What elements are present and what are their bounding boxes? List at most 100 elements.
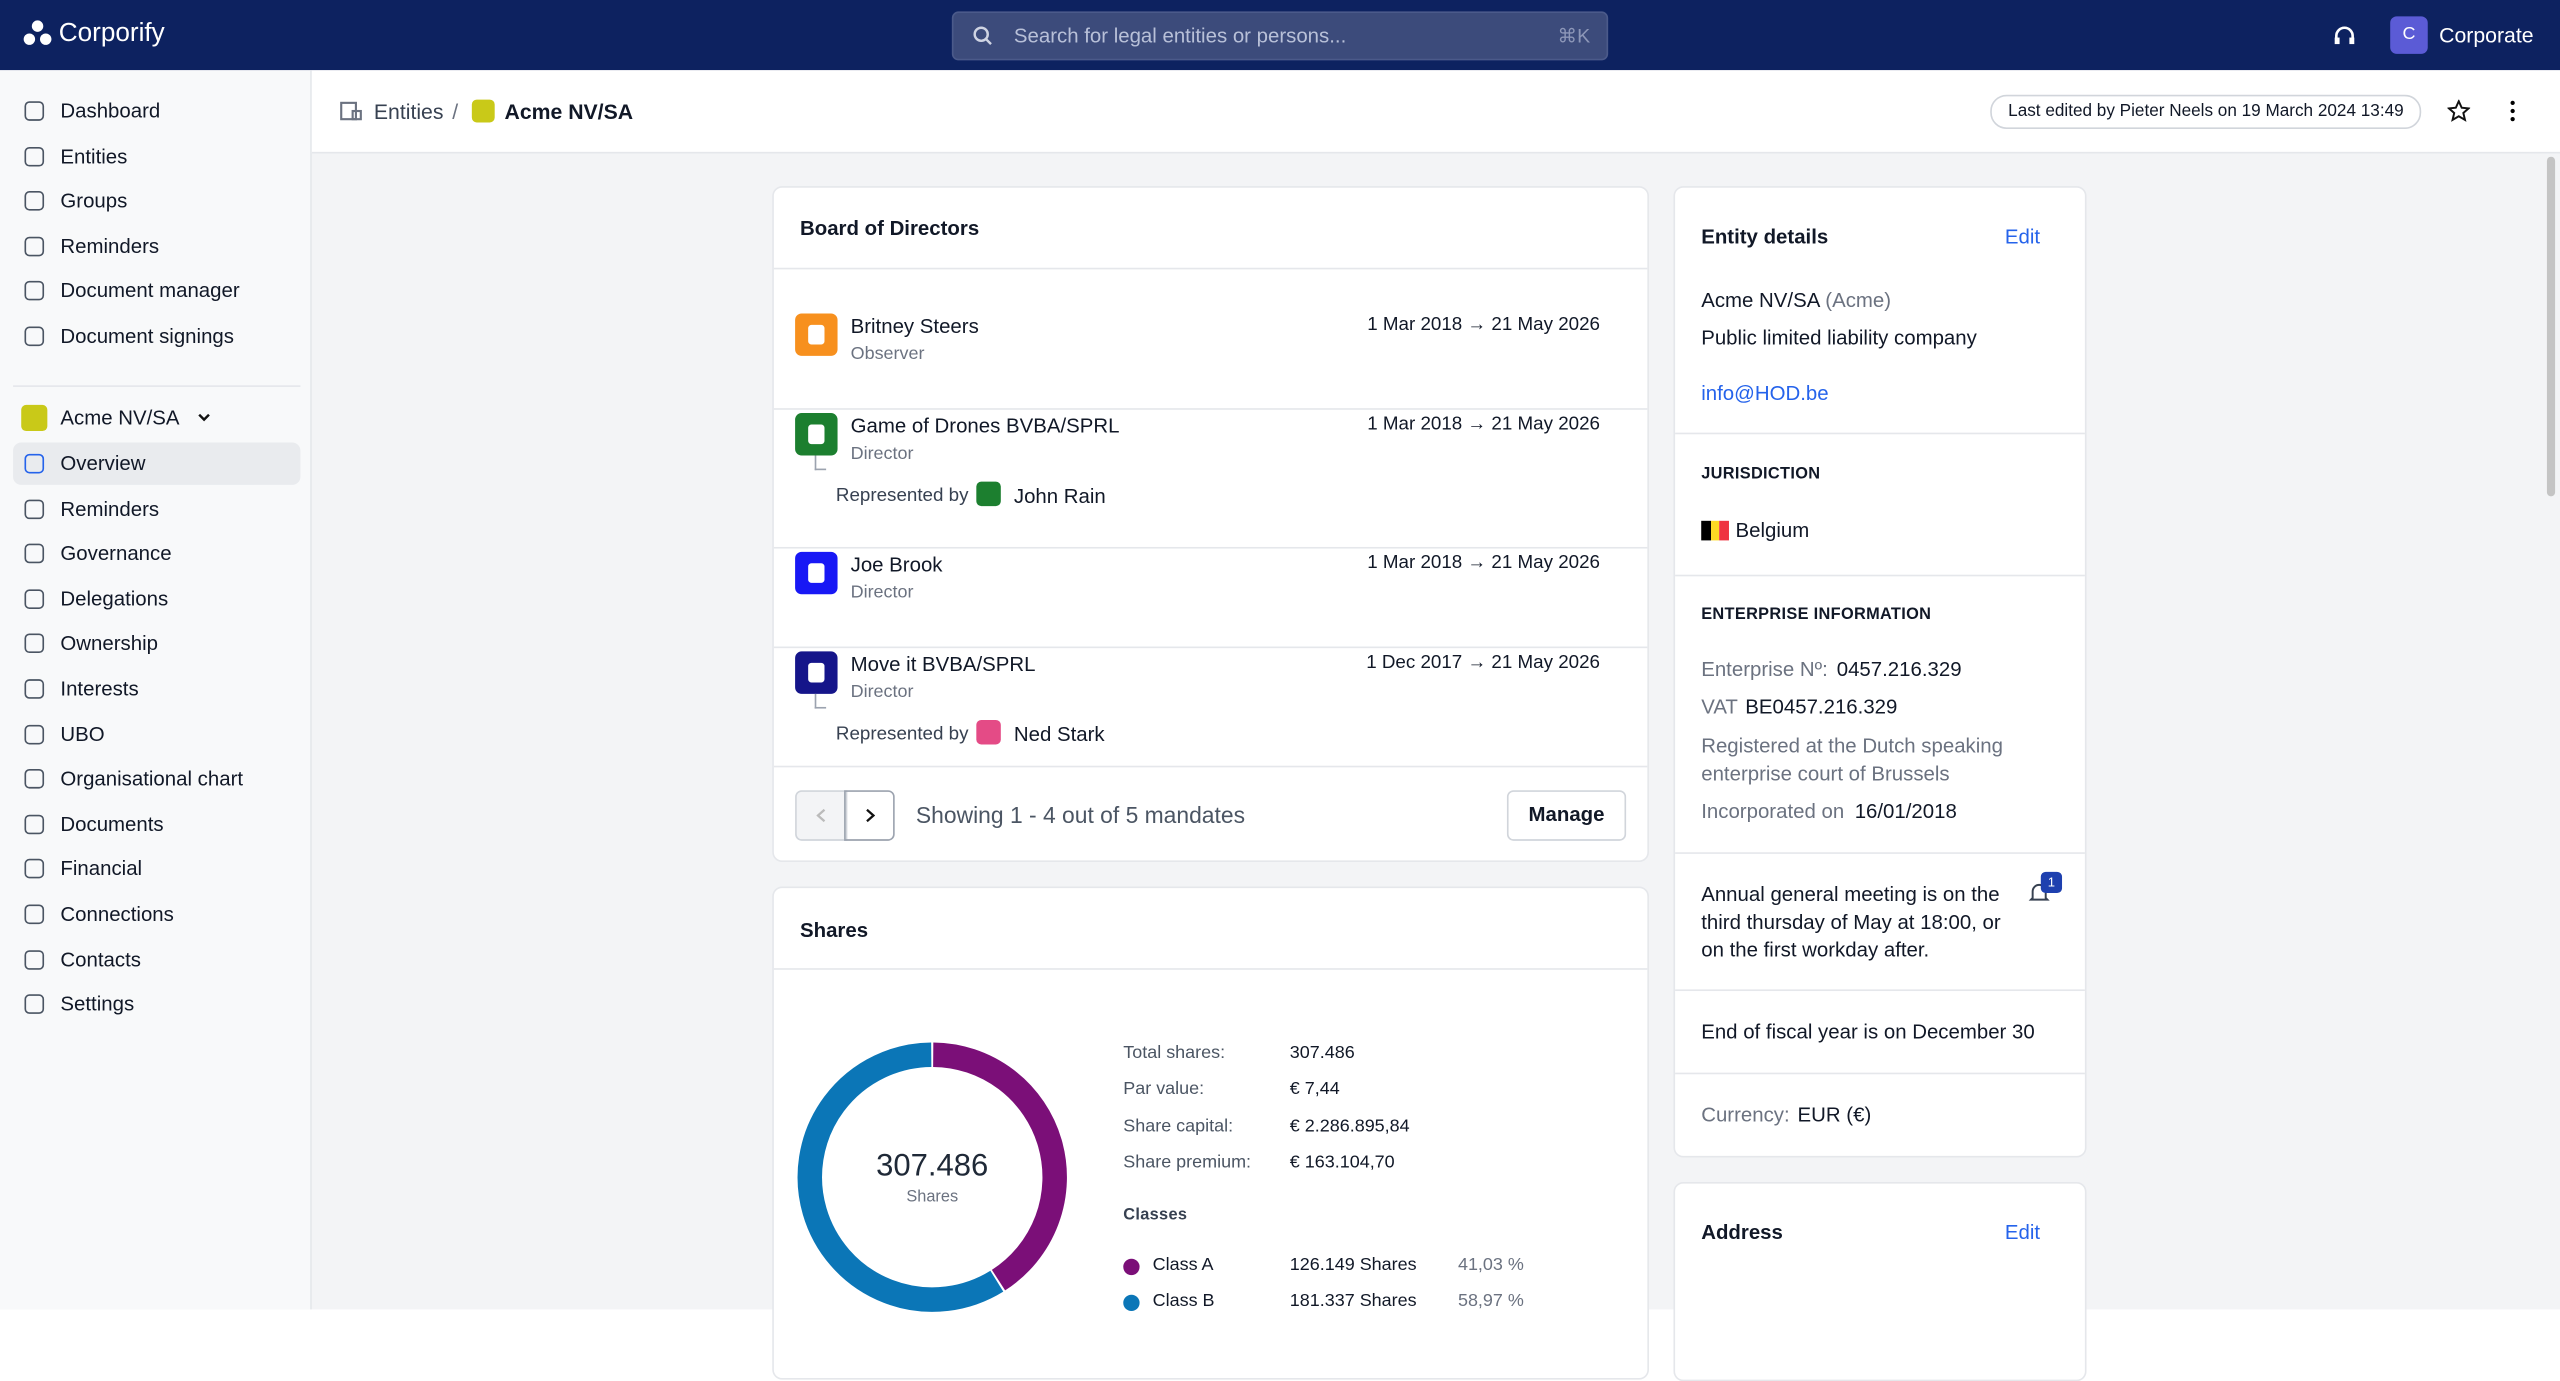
field-value: BE0457.216.329	[1745, 695, 1898, 719]
nav-item[interactable]: Document signings	[13, 315, 300, 357]
mandate-role: Director	[850, 582, 914, 603]
mandate-name[interactable]: Move it BVBA/SPRL	[850, 653, 1036, 676]
nav-item[interactable]: Documents	[13, 803, 300, 845]
mandate-name[interactable]: Britney Steers	[850, 315, 979, 338]
divider	[1675, 989, 2085, 992]
entity-icon	[471, 99, 495, 123]
nav-label: Document signings	[60, 324, 234, 348]
nav-label: Entities	[60, 144, 128, 168]
entity-switcher[interactable]: Acme NV/SA	[13, 397, 300, 439]
manage-button[interactable]: Manage	[1506, 790, 1627, 841]
mandate-period: 1 Dec 2017 → 21 May 2026	[1366, 653, 1600, 673]
representative-icon	[976, 719, 1001, 745]
more-button[interactable]	[2508, 100, 2518, 123]
field-value: EUR (€)	[1797, 1103, 1872, 1127]
class-name: Class B	[1152, 1291, 1215, 1312]
nav-item[interactable]: Ownership	[13, 623, 300, 665]
nav-icon	[24, 498, 45, 519]
nav-label: Delegations	[60, 587, 169, 611]
shares-donut	[797, 1042, 1067, 1312]
address-card: Address Edit	[1673, 1182, 2087, 1381]
user-avatar[interactable]: C	[2390, 16, 2428, 54]
email-link[interactable]: info@HOD.be	[1701, 382, 1829, 405]
nav-icon	[24, 769, 45, 789]
mandate-role: Observer	[850, 344, 925, 365]
search-box[interactable]: Search for legal entities or persons... …	[951, 11, 1609, 61]
breadcrumb-sep: /	[452, 99, 459, 125]
support-icon[interactable]	[2331, 23, 2357, 49]
edit-link[interactable]: Edit	[2004, 1221, 2041, 1245]
nav-icon	[24, 281, 45, 302]
field-label: VAT	[1701, 695, 1738, 719]
mandate-name[interactable]: Game of Drones BVBA/SPRL	[850, 414, 1120, 438]
mandate-name[interactable]: Joe Brook	[850, 553, 943, 577]
mandate-role: Director	[850, 444, 914, 464]
nav-label: Documents	[60, 812, 164, 836]
divider	[773, 765, 1648, 768]
nav-label: Organisational chart	[60, 767, 244, 791]
top-bar: Corporify Search for legal entities or p…	[0, 0, 2560, 71]
nav-item[interactable]: UBO	[13, 713, 300, 755]
next-page[interactable]	[844, 790, 895, 841]
divider	[773, 267, 1648, 270]
avatar-glyph	[808, 424, 825, 445]
entity-name: Acme NV/SA	[60, 406, 180, 430]
field-value: 16/01/2018	[1854, 799, 1957, 823]
represent-arrow	[814, 455, 827, 471]
divider	[1675, 1072, 2085, 1075]
nav-label: Ownership	[60, 632, 158, 656]
class-swatch	[1123, 1258, 1140, 1276]
nav-icon	[24, 236, 45, 256]
nav-label: Settings	[60, 992, 135, 1016]
class-shares: 181.337 Shares	[1289, 1291, 1417, 1312]
agm-text: Annual general meeting is on the third t…	[1701, 883, 2001, 962]
divider	[773, 408, 1648, 410]
user-name[interactable]: Corporate	[2439, 22, 2534, 48]
fact-label: Share capital:	[1123, 1116, 1234, 1136]
nav-item[interactable]: Contacts	[13, 938, 300, 980]
nav-item[interactable]: Overview	[13, 442, 301, 485]
nav-icon	[24, 634, 45, 654]
pagination-text: Showing 1 - 4 out of 5 mandates	[915, 801, 1246, 828]
fact-value: € 2.286.895,84	[1289, 1116, 1410, 1136]
nav-item[interactable]: Reminders	[13, 487, 300, 529]
section-title: JURISDICTION	[1701, 465, 1821, 484]
nav-item[interactable]: Governance	[13, 533, 300, 575]
nav-item[interactable]: Delegations	[13, 578, 300, 620]
nav-item[interactable]: Document manager	[13, 270, 300, 312]
donut-segment	[932, 1042, 1067, 1291]
representative-name[interactable]: Ned Stark	[1013, 723, 1105, 747]
divider	[13, 385, 301, 387]
representative-icon	[976, 481, 1001, 507]
nav-item[interactable]: Organisational chart	[13, 758, 300, 800]
section-title: ENTERPRISE INFORMATION	[1701, 605, 1932, 624]
nav-icon	[24, 589, 45, 609]
represent-arrow	[814, 693, 827, 709]
nav-item[interactable]: Groups	[13, 180, 300, 222]
representative-name[interactable]: John Rain	[1013, 484, 1106, 508]
nav-label: Overview	[60, 452, 146, 476]
avatar	[795, 551, 838, 595]
flag-belgium	[1701, 520, 1729, 541]
nav-icon	[24, 326, 45, 347]
nav-icon	[24, 949, 45, 970]
nav-icon	[24, 679, 45, 699]
edit-link[interactable]: Edit	[2004, 225, 2041, 249]
divider	[1675, 852, 2085, 854]
prev-page[interactable]	[795, 790, 848, 841]
fact-label: Share premium:	[1123, 1152, 1252, 1173]
avatar-glyph	[808, 324, 825, 345]
favorite-button[interactable]	[2447, 99, 2471, 123]
class-swatch	[1123, 1295, 1140, 1312]
fiscal-text: End of fiscal year is on December 30	[1701, 1020, 2035, 1044]
nav-item[interactable]: Connections	[13, 893, 300, 935]
breadcrumb-link[interactable]: Entities	[373, 99, 444, 125]
nav-item[interactable]: Interests	[13, 668, 300, 710]
nav-label: Document manager	[60, 279, 240, 303]
nav-item[interactable]: Dashboard	[13, 90, 300, 132]
avatar	[795, 413, 838, 456]
nav-item[interactable]: Settings	[13, 983, 300, 1025]
nav-item[interactable]: Financial	[13, 848, 300, 890]
nav-item[interactable]: Reminders	[13, 225, 300, 267]
nav-item[interactable]: Entities	[13, 135, 300, 177]
